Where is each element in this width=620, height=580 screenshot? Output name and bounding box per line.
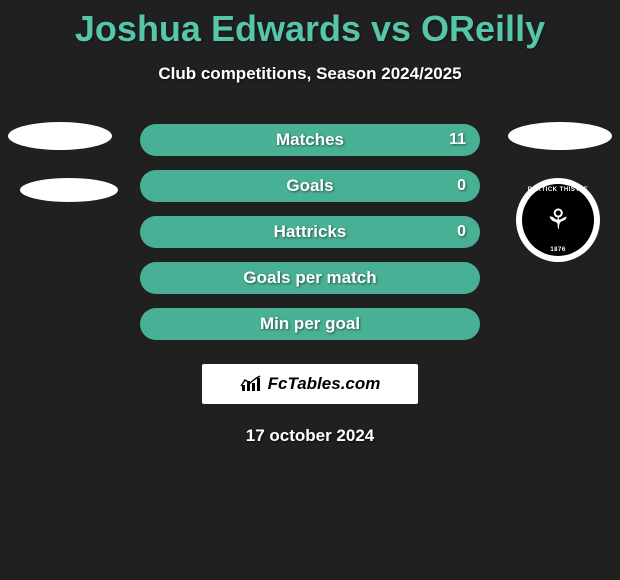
stat-label: Hattricks [140,222,480,242]
subtitle: Club competitions, Season 2024/2025 [0,64,620,84]
page-title: Joshua Edwards vs OReilly [0,0,620,50]
stat-right-value: 11 [449,131,466,149]
comparison-table: Matches 11 Goals 0 Hattricks 0 Goals per… [0,124,620,340]
chart-icon [240,375,262,393]
stat-row-mpg: Min per goal [140,308,480,340]
footer-date: 17 october 2024 [0,426,620,446]
stat-row-matches: Matches 11 [140,124,480,156]
stat-label: Matches [140,130,480,150]
stat-row-gpm: Goals per match [140,262,480,294]
stat-right-value: 0 [457,223,466,241]
stat-label: Goals per match [140,268,480,288]
brand-badge: FcTables.com [202,364,418,404]
stat-label: Goals [140,176,480,196]
stat-right-value: 0 [457,177,466,195]
brand-text: FcTables.com [268,374,381,394]
stat-row-goals: Goals 0 [140,170,480,202]
stat-label: Min per goal [140,314,480,334]
stat-row-hattricks: Hattricks 0 [140,216,480,248]
